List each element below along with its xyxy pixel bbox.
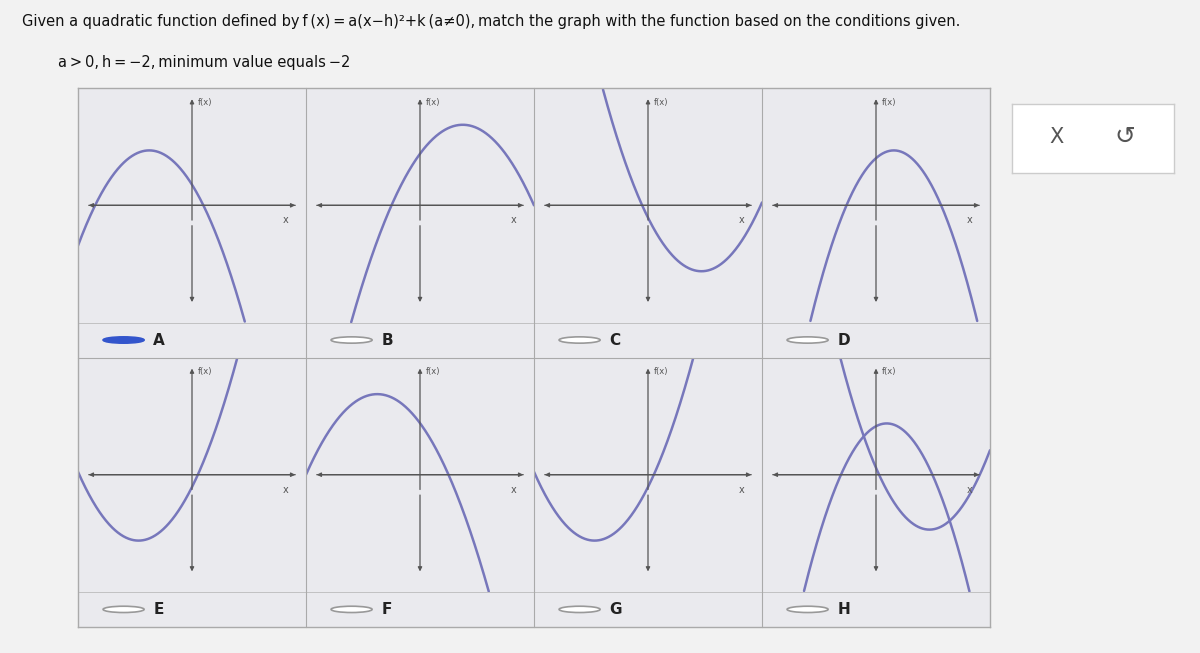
- Text: X: X: [1050, 127, 1064, 148]
- Text: A: A: [154, 332, 164, 347]
- Text: B: B: [382, 332, 392, 347]
- Circle shape: [103, 606, 144, 613]
- Text: f(x): f(x): [881, 367, 896, 376]
- Text: f(x): f(x): [653, 98, 668, 106]
- Text: f(x): f(x): [881, 98, 896, 106]
- Circle shape: [787, 606, 828, 613]
- Text: G: G: [610, 602, 622, 617]
- Text: D: D: [838, 332, 850, 347]
- Text: f(x): f(x): [197, 367, 212, 376]
- Text: a > 0, h = −2, minimum value equals −2: a > 0, h = −2, minimum value equals −2: [58, 55, 350, 70]
- Text: x: x: [511, 215, 516, 225]
- Text: f(x): f(x): [425, 98, 440, 106]
- Circle shape: [331, 337, 372, 343]
- Text: E: E: [154, 602, 163, 617]
- Text: ↺: ↺: [1115, 125, 1135, 150]
- Text: f(x): f(x): [425, 367, 440, 376]
- Text: x: x: [739, 215, 744, 225]
- Circle shape: [103, 337, 144, 343]
- Text: Given a quadratic function defined by f (x) = a(x−h)²+k (a≠0), match the graph w: Given a quadratic function defined by f …: [22, 14, 960, 29]
- Text: x: x: [283, 215, 288, 225]
- Circle shape: [331, 606, 372, 613]
- Text: C: C: [610, 332, 620, 347]
- Text: x: x: [967, 215, 972, 225]
- Text: x: x: [739, 485, 744, 495]
- Circle shape: [559, 606, 600, 613]
- Text: H: H: [838, 602, 850, 617]
- Circle shape: [559, 337, 600, 343]
- Text: x: x: [283, 485, 288, 495]
- Text: f(x): f(x): [197, 98, 212, 106]
- Text: f(x): f(x): [653, 367, 668, 376]
- Text: x: x: [511, 485, 516, 495]
- Text: F: F: [382, 602, 391, 617]
- Text: x: x: [967, 485, 972, 495]
- Circle shape: [787, 337, 828, 343]
